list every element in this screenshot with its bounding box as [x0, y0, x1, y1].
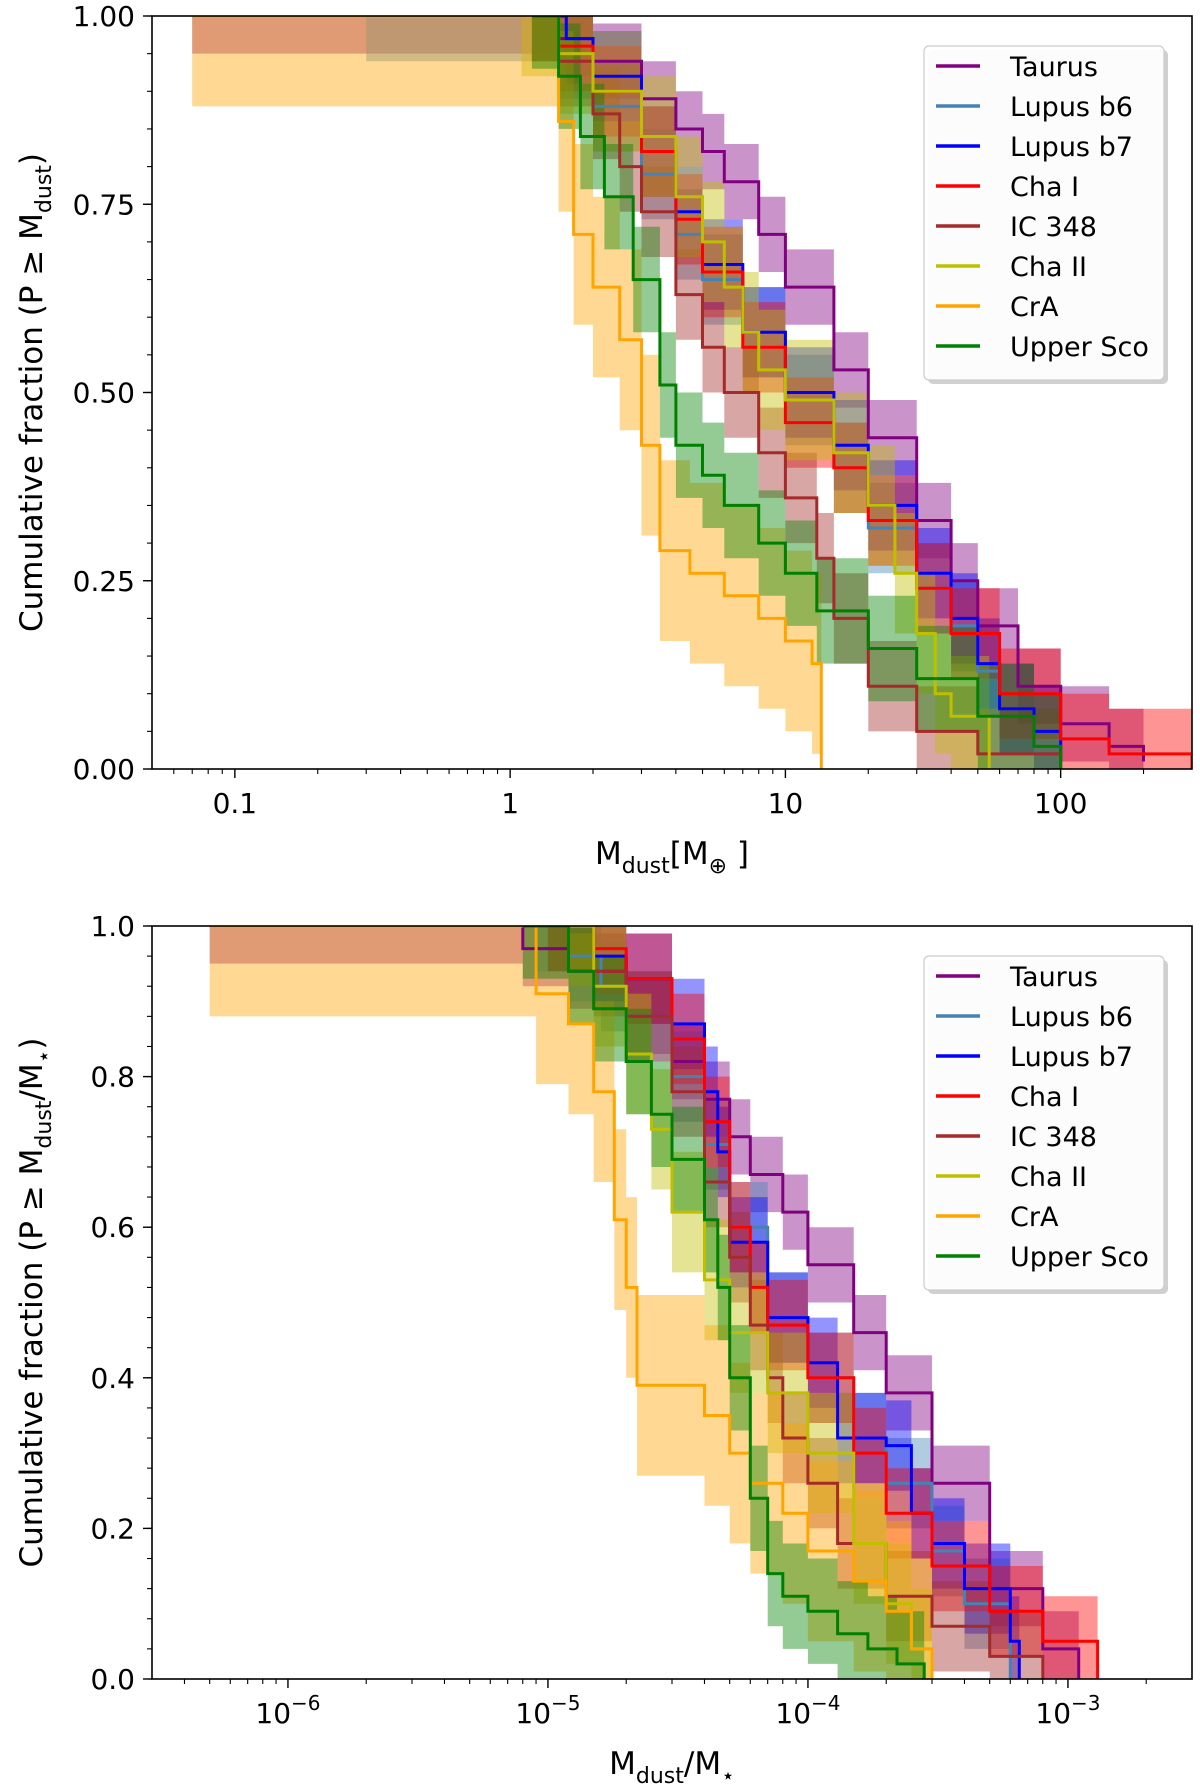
legend-label: Taurus: [1009, 52, 1098, 83]
legend-box: [923, 955, 1165, 1291]
legend-label: Cha I: [1010, 1082, 1079, 1113]
y-tick-label: 0.0: [90, 1663, 135, 1696]
y-tick-label: 1.00: [73, 0, 135, 33]
band-cha-i: [531, 16, 1192, 769]
data-layer: [192, 16, 1192, 769]
y-tick-label: 0.50: [73, 377, 135, 410]
series-line-upper-sco: [522, 926, 926, 1679]
series-line-taurus: [192, 16, 1145, 762]
data-layer: [209, 926, 1100, 1679]
y-tick-label: 0.4: [90, 1362, 135, 1395]
x-axis-label: Mdust/M⋆: [609, 1746, 735, 1784]
y-tick-label: 0.00: [73, 753, 135, 786]
legend-label: Lupus b7: [1010, 1042, 1133, 1073]
series-line-cra: [209, 926, 934, 1679]
legend: Taurus Lupus b6 Lupus b7 Cha I IC 348 Cha II C…: [923, 45, 1168, 384]
x-tick-label: 10−3: [1035, 1691, 1100, 1730]
legend: Taurus Lupus b6 Lupus b7 Cha I IC 348 Cha II C…: [923, 955, 1168, 1294]
x-tick-label: 1: [501, 787, 519, 820]
band-lupus-b6: [536, 926, 1011, 1679]
y-tick-label: 0.8: [90, 1061, 135, 1094]
series-line-cra: [192, 16, 823, 769]
legend-label: IC 348: [1010, 1122, 1097, 1153]
x-axis-label: Mdust[M⊕ ]: [595, 836, 749, 879]
legend-label: Taurus: [1009, 962, 1098, 993]
legend-label: CrA: [1010, 292, 1059, 323]
series-line-cha-ii: [521, 16, 991, 769]
band-upper-sco: [522, 926, 925, 1679]
legend-label: Upper Sco: [1010, 332, 1149, 363]
legend-box: [923, 45, 1165, 381]
band-cra: [192, 16, 822, 769]
legend-label: Lupus b6: [1010, 92, 1133, 123]
legend-label: Lupus b6: [1010, 1002, 1133, 1033]
bottom-panel-dust-to-stellar-mass: 10−6 10−5 10−4 10−3 0.0 0.2 0.4 0.6 0.8 1.0 Mdust/…: [14, 910, 1193, 1784]
top-panel-dust-mass: 0.1 1 10 100 0.00 0.25 0.50 0.75 1.00 Mdust[M⊕ ] C…: [14, 0, 1193, 879]
series-line-upper-sco: [531, 16, 1063, 769]
y-tick-label: 0.2: [90, 1512, 135, 1545]
legend-label: Cha I: [1010, 172, 1079, 203]
y-tick-label: 0.25: [73, 565, 135, 598]
y-axis-label: Cumulative fraction (P ≥ Mdust/M⋆): [14, 1037, 57, 1567]
y-tick-label: 0.6: [90, 1211, 135, 1244]
x-tick-label: 100: [1034, 787, 1087, 820]
legend-label: Cha II: [1010, 252, 1087, 283]
legend-label: IC 348: [1010, 212, 1097, 243]
x-tick-label: 0.1: [213, 787, 258, 820]
legend-label: Cha II: [1010, 1162, 1087, 1193]
band-lupus-b7: [547, 926, 1020, 1679]
series-line-ic-348: [531, 16, 1063, 769]
x-tick-label: 10: [768, 787, 804, 820]
legend-label: Upper Sco: [1010, 1242, 1149, 1273]
x-tick-label: 10−6: [255, 1691, 320, 1730]
y-tick-label: 0.75: [73, 188, 135, 221]
y-tick-label: 1.0: [90, 910, 135, 943]
band-ic-348: [531, 16, 1061, 769]
legend-label: CrA: [1010, 1202, 1059, 1233]
band-ic-348: [547, 926, 1043, 1679]
x-tick-label: 10−4: [775, 1691, 840, 1730]
x-tick-label: 10−5: [515, 1691, 580, 1730]
legend-label: Lupus b7: [1010, 132, 1133, 163]
y-axis-label: Cumulative fraction (P ≥ Mdust): [14, 153, 57, 632]
